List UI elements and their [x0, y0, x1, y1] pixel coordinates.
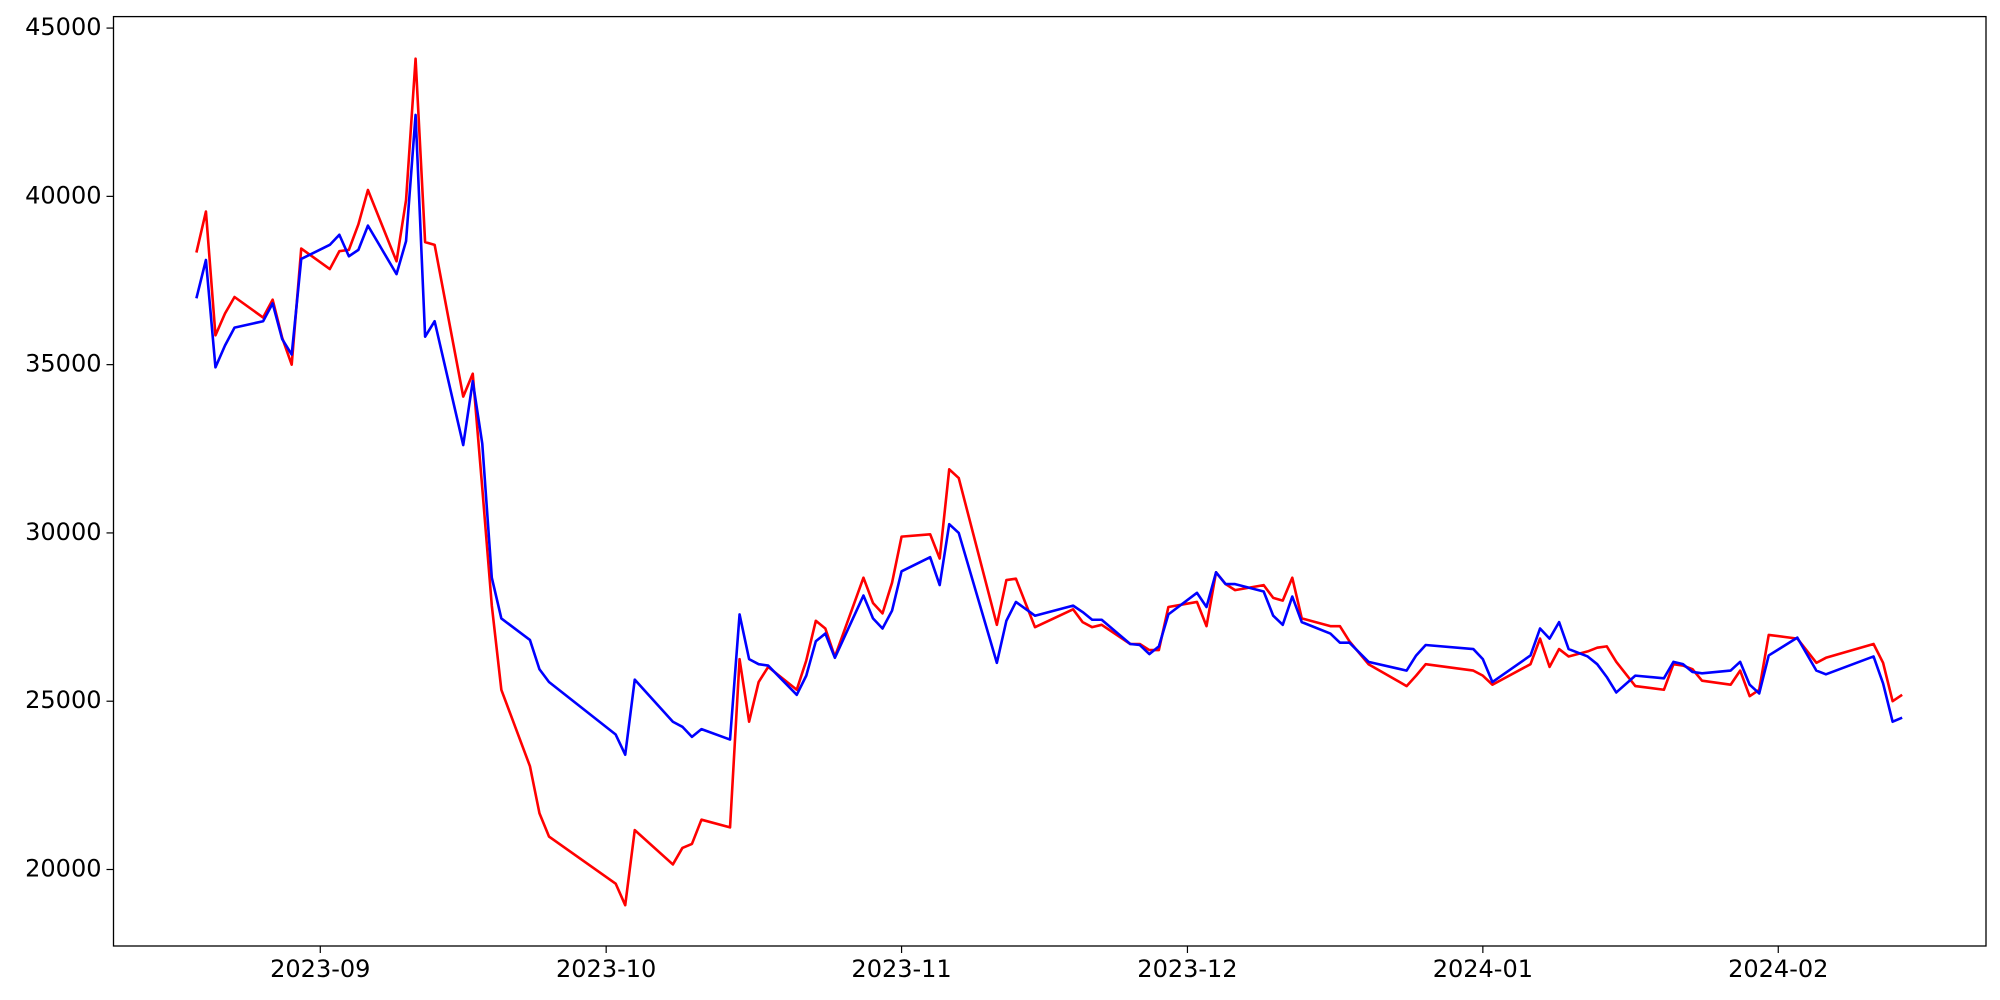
plot-frame	[112, 15, 1987, 947]
y-tick-label: 30000	[25, 518, 101, 546]
y-tick-label: 40000	[25, 181, 101, 209]
y-tick-label: 45000	[25, 13, 101, 41]
y-tick-label: 25000	[25, 686, 101, 714]
y-tick-label: 20000	[25, 854, 101, 882]
x-tick-label: 2023-11	[851, 955, 951, 983]
x-tick-label: 2023-09	[270, 955, 370, 983]
y-tick-label: 35000	[25, 350, 101, 378]
x-tick-label: 2023-10	[556, 955, 656, 983]
x-tick-label: 2024-02	[1728, 955, 1828, 983]
x-tick-label: 2024-01	[1433, 955, 1533, 983]
x-tick-label: 2023-12	[1137, 955, 1237, 983]
series-line	[195, 57, 1903, 907]
series-line	[195, 113, 1903, 757]
